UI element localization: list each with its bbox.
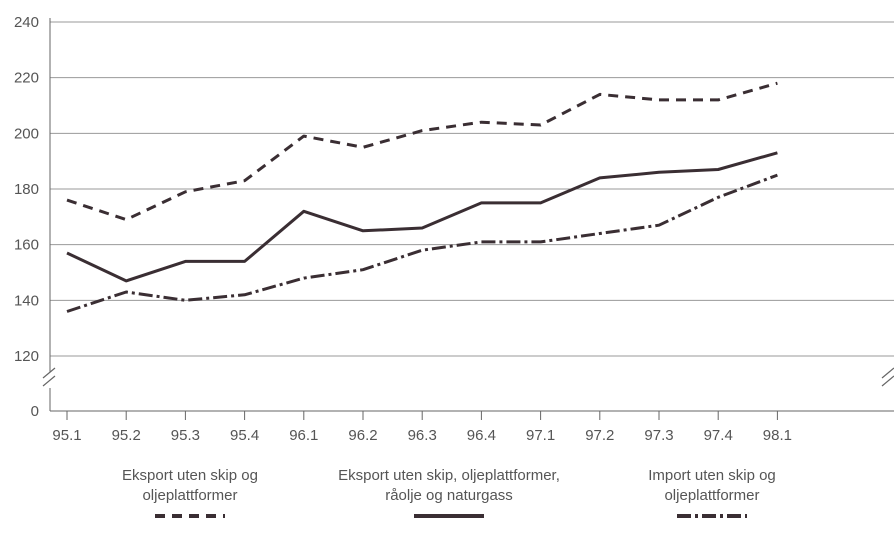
- series-line-dash-dot: [66, 173, 778, 313]
- legend-label-line2: oljeplattformer: [142, 487, 238, 504]
- legend-swatch-solid: [414, 514, 484, 518]
- series-line-solid: [66, 151, 778, 283]
- axis-break-right: [881, 367, 894, 387]
- legend-label-line2: oljeplattformer: [664, 487, 760, 504]
- series-lines: [66, 81, 778, 313]
- legend-label-line1: Import uten skip og: [648, 467, 776, 484]
- legend-entry-export-no-oil: Eksport uten skip, oljeplattformer, råol…: [319, 466, 579, 520]
- y-tick-label: 180: [14, 181, 39, 198]
- gridlines: [50, 21, 894, 357]
- y-tick-label: 140: [14, 292, 39, 309]
- legend-label-line2: råolje og naturgass: [385, 487, 513, 504]
- legend-label-line1: Eksport uten skip og: [122, 467, 258, 484]
- x-tick-label: 95.1: [52, 427, 81, 444]
- x-tick-label: 96.2: [348, 427, 377, 444]
- x-tick-label: 97.1: [526, 427, 555, 444]
- x-tick-label: 98.1: [763, 427, 792, 444]
- x-tick-label: 95.2: [112, 427, 141, 444]
- y-tick-label: 120: [14, 348, 39, 365]
- x-tick-label: 96.1: [289, 427, 318, 444]
- tick-labels: 0 120 140 160 180 200 220 240 95.1 95.2 95.3 95.4 96…: [14, 14, 792, 444]
- y-tick-label: 220: [14, 70, 39, 87]
- y-tick-label: 160: [14, 237, 39, 254]
- legend-entry-import: Import uten skip og oljeplattformer: [582, 466, 842, 520]
- legend-swatch-dashed: [155, 514, 225, 518]
- y-tick-label: 240: [14, 14, 39, 31]
- y-tick-label: 200: [14, 125, 39, 142]
- series-line-dashed: [66, 81, 778, 222]
- x-tick-label: 95.4: [230, 427, 259, 444]
- axes: [42, 18, 894, 420]
- y-tick-label: 0: [31, 403, 39, 420]
- legend-label-line1: Eksport uten skip, oljeplattformer,: [338, 467, 560, 484]
- x-tick-label: 97.2: [585, 427, 614, 444]
- legend-swatch-dash-dot: [677, 514, 747, 518]
- x-tick-label: 96.4: [467, 427, 496, 444]
- axis-break-left: [42, 367, 56, 387]
- x-tick-label: 97.3: [644, 427, 673, 444]
- x-tick-label: 96.3: [408, 427, 437, 444]
- x-tick-label: 95.3: [171, 427, 200, 444]
- legend-entry-export: Eksport uten skip og oljeplattformer: [60, 466, 320, 520]
- x-tick-label: 97.4: [704, 427, 733, 444]
